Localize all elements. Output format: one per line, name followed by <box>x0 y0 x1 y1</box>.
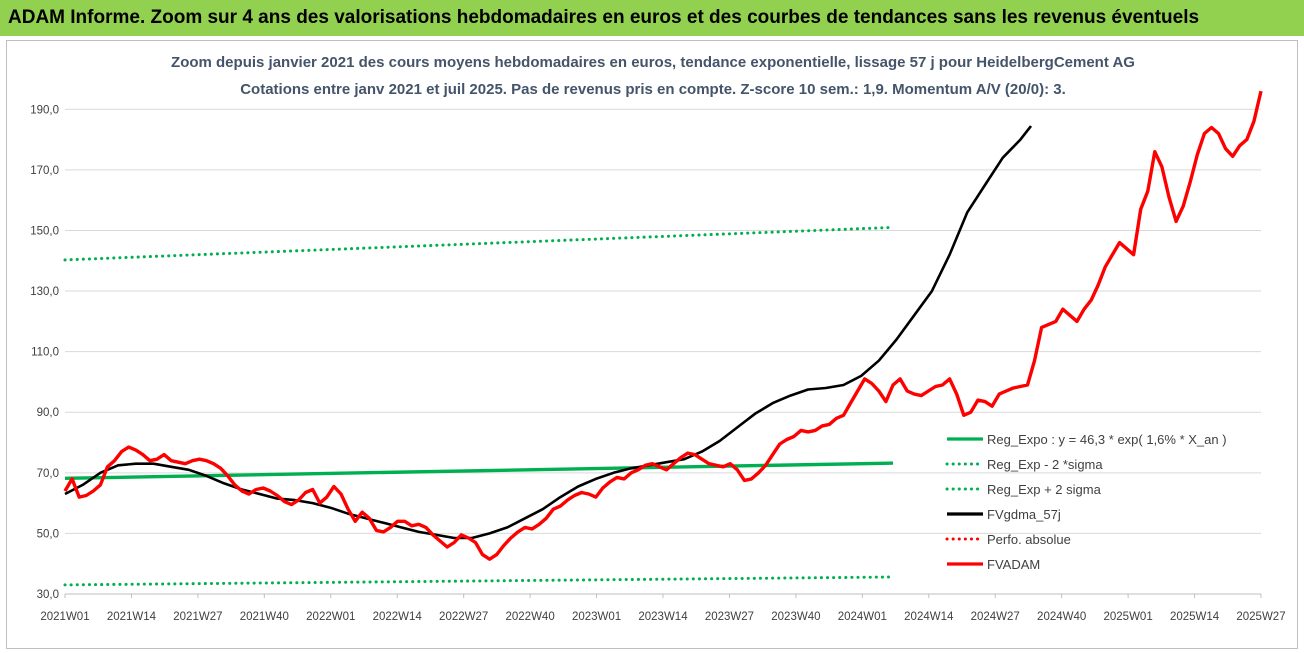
y-tick-label: 130,0 <box>30 286 59 298</box>
gridlines <box>65 108 1261 595</box>
y-tick-label: 30,0 <box>37 589 59 601</box>
x-tick-label: 2024W40 <box>1037 611 1086 623</box>
x-tick-label: 2021W40 <box>240 611 289 623</box>
x-tick-label: 2022W27 <box>439 611 488 623</box>
legend-label: FVgdma_57j <box>987 507 1061 522</box>
x-tick-label: 2021W27 <box>173 611 222 623</box>
line-chart: Zoom depuis janvier 2021 des cours moyen… <box>30 54 1286 623</box>
x-tick-label: 2022W14 <box>373 611 423 623</box>
series-line-1 <box>63 575 895 587</box>
chart-title: Zoom depuis janvier 2021 des cours moyen… <box>171 54 1135 71</box>
legend-label: Reg_Exp + 2 sigma <box>987 482 1102 497</box>
x-tick-label: 2023W40 <box>771 611 820 623</box>
page-title: ADAM Informe. Zoom sur 4 ans des valoris… <box>8 7 1200 28</box>
y-tick-label: 90,0 <box>37 407 59 419</box>
legend-label: Reg_Expo : y = 46,3 * exp( 1,6% * X_an ) <box>987 432 1227 447</box>
x-tick-label: 2022W01 <box>306 611 355 623</box>
x-tick-label: 2025W27 <box>1236 611 1285 623</box>
x-tick-label: 2025W01 <box>1103 611 1152 623</box>
x-tick-label: 2023W01 <box>572 611 621 623</box>
y-tick-label: 110,0 <box>31 347 59 359</box>
chart-subtitle: Cotations entre janv 2021 et juil 2025. … <box>240 81 1066 98</box>
x-tick-label: 2023W14 <box>638 611 688 623</box>
y-tick-label: 150,0 <box>30 225 59 237</box>
y-tick-label: 50,0 <box>37 528 59 540</box>
series-lines <box>63 90 1263 587</box>
x-tick-label: 2021W01 <box>40 611 89 623</box>
x-tick-label: 2024W14 <box>904 611 954 623</box>
series-line-3 <box>64 125 1033 540</box>
x-tick-label: 2025W14 <box>1170 611 1220 623</box>
chart-frame: Zoom depuis janvier 2021 des cours moyen… <box>6 40 1298 649</box>
y-tick-label: 70,0 <box>37 468 59 480</box>
series-line-2 <box>63 225 895 262</box>
y-tick-label: 170,0 <box>30 165 59 177</box>
legend-label: Reg_Exp - 2 *sigma <box>987 457 1103 472</box>
y-tick-label: 190,0 <box>30 104 59 116</box>
series-line-5 <box>63 90 1263 561</box>
x-tick-label: 2023W27 <box>705 611 754 623</box>
x-axis-ticks: 2021W01 2021W14 2021W27 2021W40 2022W01 2022W… <box>40 593 1286 623</box>
x-tick-label: 2024W27 <box>971 611 1020 623</box>
x-tick-label: 2024W01 <box>838 611 887 623</box>
legend: Reg_Expo : y = 46,3 * exp( 1,6% * X_an )… <box>945 432 1227 572</box>
legend-label: Perfo. absolue <box>987 532 1071 547</box>
y-axis-ticks: 190,0 170,0 150,0 130,0 110,0 90,0 70,0 50,0 30,… <box>30 104 59 601</box>
header-banner: ADAM Informe. Zoom sur 4 ans des valoris… <box>0 0 1304 36</box>
x-tick-label: 2022W40 <box>505 611 554 623</box>
legend-label: FVADAM <box>987 557 1040 572</box>
x-tick-label: 2021W14 <box>107 611 157 623</box>
